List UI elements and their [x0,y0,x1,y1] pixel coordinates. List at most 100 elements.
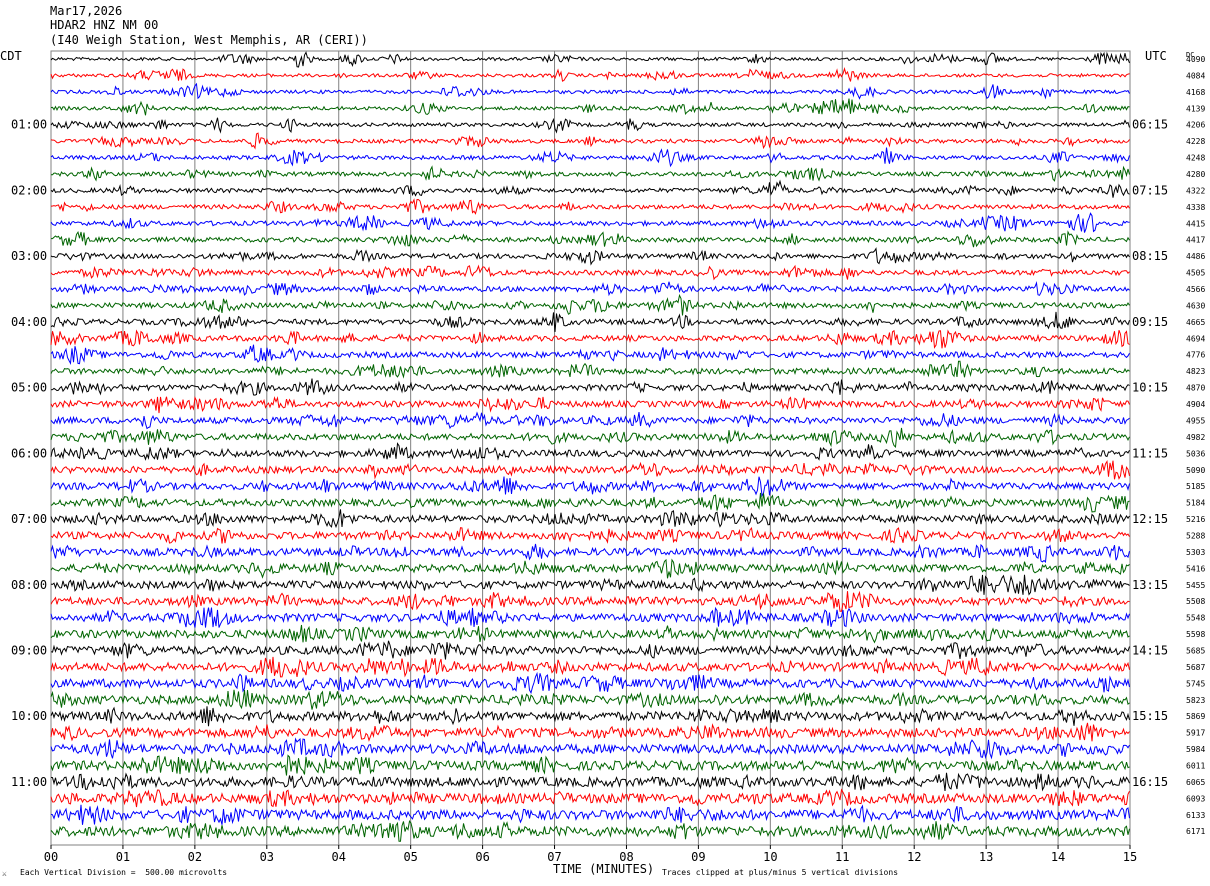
utc-hour-label: 09:15 [1132,315,1168,329]
x-tick-label: 03 [260,850,274,864]
trace-line [50,427,1130,448]
cdt-hour-label: 02:00 [11,183,47,197]
trace-line [50,67,1130,82]
trace-line [50,772,1130,792]
dc-offset-label: 5687 [1186,663,1205,672]
trace-line [50,706,1130,727]
dc-offset-label: 4566 [1186,285,1205,294]
cdt-hour-label: 01:00 [11,118,47,132]
trace-line [50,311,1130,332]
cdt-hour-label: 05:00 [11,381,47,395]
x-tick-label: 11 [835,850,849,864]
trace-line [50,509,1130,529]
dc-offset-label: 5685 [1186,646,1205,655]
trace-line [50,179,1130,198]
trace-line [50,360,1130,379]
left-timezone-label: CDT [0,49,22,63]
dc-offset-label: 4694 [1186,334,1205,343]
trace-line [50,574,1130,596]
dc-offset-label: 4823 [1186,367,1205,376]
trace-line [50,459,1130,480]
trace-line [50,281,1130,297]
trace-line [50,820,1130,842]
utc-hour-label: 12:15 [1132,512,1168,526]
trace-line [50,526,1130,544]
dc-offset-label: 4248 [1186,154,1205,163]
clip-note: Traces clipped at plus/minus 5 vertical … [662,868,899,877]
trace-line [50,492,1130,513]
trace-line [50,264,1130,281]
station-location: (I40 Weigh Station, West Memphis, AR (CE… [50,33,368,47]
dc-offset-label: 4776 [1186,351,1205,360]
utc-hour-label: 07:15 [1132,183,1168,197]
cdt-hour-label: 08:00 [11,578,47,592]
x-tick-label: 05 [403,850,417,864]
utc-hour-label: 11:15 [1132,446,1168,460]
dc-offset-label: 5823 [1186,696,1205,705]
dc-offset-label: 5917 [1186,729,1205,738]
corner-mark: ⚔ [2,869,7,878]
trace-line [50,722,1130,742]
dc-offset-label: 4322 [1186,186,1205,195]
dc-offset-label: 4630 [1186,301,1205,310]
plot-date: Mar17,2026 [50,4,123,18]
trace-group [50,51,1130,842]
dc-header-label: DC [1186,51,1195,59]
dc-offset-label: 4338 [1186,203,1205,212]
utc-hour-label: 06:15 [1132,118,1168,132]
trace-line [50,198,1130,215]
trace-line [50,411,1130,430]
trace-line [50,656,1130,678]
trace-line [50,624,1130,644]
trace-line [50,476,1130,498]
x-tick-label: 01 [116,850,130,864]
trace-line [50,329,1130,349]
utc-hour-label: 14:15 [1132,643,1168,657]
dc-offset-label: 6171 [1186,827,1205,836]
trace-line [50,82,1130,100]
trace-line [51,165,1130,182]
cdt-hour-label: 09:00 [11,643,47,657]
dc-offset-label: 5185 [1186,482,1205,491]
utc-hour-label: 15:15 [1132,709,1168,723]
x-tick-label: 14 [1051,850,1065,864]
station-code: HDAR2 HNZ NM 00 [50,18,159,32]
x-tick-label: 13 [979,850,993,864]
x-tick-label: 15 [1123,850,1137,864]
cdt-hour-label: 06:00 [11,446,47,460]
dc-offset-label: 4280 [1186,170,1205,179]
dc-offset-label: 5216 [1186,515,1205,524]
trace-line [50,804,1130,825]
dc-offset-label: 5303 [1186,548,1205,557]
trace-line [50,247,1130,266]
grid [50,50,1131,849]
dc-offset-label: 5455 [1186,581,1205,590]
trace-line [50,212,1130,233]
dc-offset-label: 5548 [1186,614,1205,623]
x-tick-label: 10 [763,850,777,864]
axis-labels: 00 01 02 03 04 05 06 07 08 09 10 11 12 13 14 15 4090 4084… [11,55,1205,864]
trace-line [50,737,1130,760]
trace-line [50,132,1130,150]
dc-offset-label: 5184 [1186,499,1205,508]
x-tick-label: 09 [691,850,705,864]
dc-offset-label: 5288 [1186,531,1205,540]
cdt-hour-label: 07:00 [11,512,47,526]
trace-line [50,378,1130,396]
right-timezone-label: UTC [1145,49,1167,63]
dc-offset-label: 4168 [1186,88,1205,97]
trace-line [50,606,1130,628]
cdt-hour-label: 04:00 [11,315,47,329]
dc-offset-label: 5416 [1186,564,1205,573]
x-tick-label: 04 [332,850,346,864]
trace-line [50,558,1130,579]
dc-offset-label: 4665 [1186,318,1205,327]
trace-line [50,754,1130,776]
plot-frame [50,50,1131,846]
dc-offset-label: 4955 [1186,416,1205,425]
dc-offset-label: 5508 [1186,597,1205,606]
dc-offset-label: 4870 [1186,384,1205,393]
trace-line [50,689,1130,710]
dc-offset-label: 4139 [1186,104,1205,113]
